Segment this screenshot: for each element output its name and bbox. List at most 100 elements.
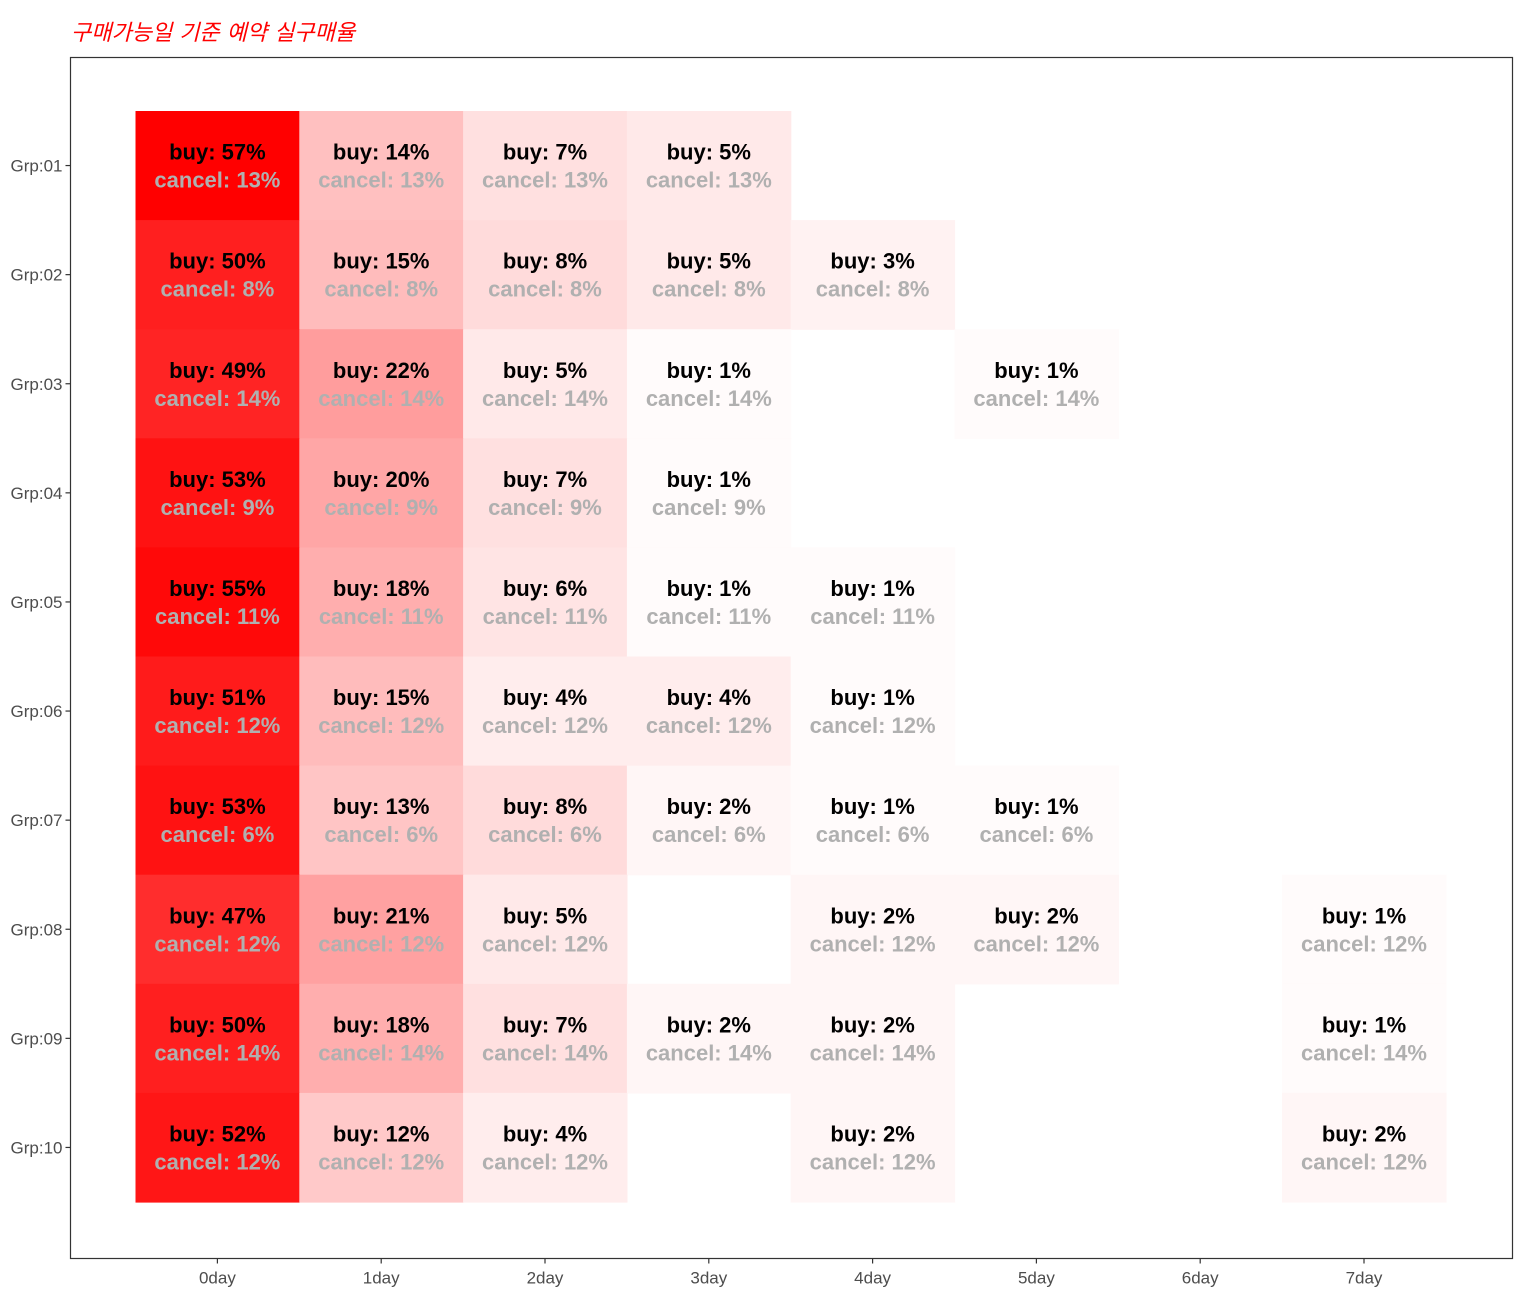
buy-label: buy: 1% — [994, 794, 1078, 819]
heatmap-cell — [299, 329, 464, 439]
y-tick-label: Grp:10 — [11, 1138, 63, 1157]
heatmap-cell — [135, 111, 300, 221]
buy-label: buy: 2% — [830, 1121, 914, 1146]
buy-label: buy: 55% — [169, 576, 266, 601]
cancel-label: cancel: 14% — [318, 386, 444, 411]
buy-label: buy: 47% — [169, 903, 266, 928]
buy-label: buy: 15% — [333, 685, 430, 710]
cancel-label: cancel: 12% — [973, 931, 1099, 956]
buy-label: buy: 22% — [333, 358, 430, 383]
heatmap-cell — [954, 874, 1119, 985]
buy-label: buy: 1% — [1322, 903, 1406, 928]
cancel-label: cancel: 6% — [816, 822, 930, 847]
cancel-label: cancel: 14% — [646, 386, 772, 411]
heatmap-cell — [626, 656, 792, 767]
heatmap-cell — [135, 656, 300, 767]
x-tick-label: 6day — [1182, 1269, 1219, 1288]
cancel-label: cancel: 14% — [646, 1040, 772, 1065]
cancel-label: cancel: 12% — [318, 1149, 444, 1174]
y-tick-label: Grp:06 — [11, 702, 63, 721]
cancel-label: cancel: 12% — [154, 931, 280, 956]
buy-label: buy: 6% — [503, 576, 587, 601]
buy-label: buy: 1% — [667, 576, 751, 601]
heatmap-cell — [626, 329, 792, 439]
buy-label: buy: 1% — [994, 358, 1078, 383]
cancel-label: cancel: 12% — [810, 1149, 936, 1174]
heatmap-cell — [463, 111, 628, 221]
cancel-label: cancel: 12% — [810, 713, 936, 738]
cancel-label: cancel: 9% — [161, 495, 275, 520]
heatmap-cell — [626, 111, 792, 221]
buy-label: buy: 5% — [667, 140, 751, 165]
cancel-label: cancel: 6% — [488, 822, 602, 847]
cancel-label: cancel: 12% — [318, 713, 444, 738]
heatmap-cell — [463, 1092, 628, 1203]
buy-label: buy: 18% — [333, 1012, 430, 1037]
cancel-label: cancel: 12% — [482, 931, 608, 956]
buy-label: buy: 50% — [169, 1012, 266, 1037]
cancel-label: cancel: 14% — [318, 1040, 444, 1065]
cancel-label: cancel: 12% — [1301, 931, 1427, 956]
buy-label: buy: 4% — [667, 685, 751, 710]
buy-label: buy: 2% — [667, 1012, 751, 1037]
cancel-label: cancel: 6% — [652, 822, 766, 847]
cancel-label: cancel: 13% — [318, 168, 444, 193]
cancel-label: cancel: 6% — [161, 822, 275, 847]
chart-title: 구매가능일 기준 예약 실구매율 — [71, 21, 357, 46]
buy-label: buy: 51% — [169, 685, 266, 710]
heatmap-cell — [135, 983, 300, 1094]
heatmap-cell — [135, 1092, 300, 1203]
cancel-label: cancel: 13% — [154, 168, 280, 193]
buy-label: buy: 14% — [333, 140, 430, 165]
buy-label: buy: 12% — [333, 1121, 430, 1146]
y-tick-label: Grp:08 — [11, 920, 63, 939]
buy-label: buy: 1% — [830, 794, 914, 819]
cancel-label: cancel: 14% — [810, 1040, 936, 1065]
heatmap-cell — [463, 874, 628, 985]
heatmap-cell — [463, 329, 628, 439]
x-tick-label: 7day — [1346, 1269, 1383, 1288]
heatmap-cell — [626, 438, 792, 548]
cancel-label: cancel: 8% — [652, 277, 766, 302]
heatmap-cell — [1282, 874, 1447, 985]
buy-label: buy: 18% — [333, 576, 430, 601]
heatmap-cell — [299, 765, 464, 876]
cancel-label: cancel: 13% — [482, 168, 608, 193]
heatmap-cell — [135, 438, 300, 548]
x-tick-label: 2day — [527, 1269, 564, 1288]
heatmap-cell — [463, 765, 628, 876]
cancel-label: cancel: 11% — [483, 604, 608, 629]
cancel-label: cancel: 6% — [980, 822, 1094, 847]
buy-label: buy: 7% — [503, 140, 587, 165]
cancel-label: cancel: 12% — [318, 931, 444, 956]
cancel-label: cancel: 12% — [646, 713, 772, 738]
buy-label: buy: 21% — [333, 903, 430, 928]
y-axis: Grp:01 Grp:02 Grp:03 Grp:04 Grp:05 Grp:06 Grp:… — [11, 157, 71, 1157]
cancel-label: cancel: 14% — [973, 386, 1099, 411]
y-tick-label: Grp:02 — [11, 266, 63, 285]
cancel-label: cancel: 12% — [482, 713, 608, 738]
buy-label: buy: 5% — [503, 358, 587, 383]
heatmap-cell — [299, 656, 464, 767]
heatmap-cell — [299, 983, 464, 1094]
heatmap-cell — [626, 765, 792, 876]
buy-label: buy: 49% — [169, 358, 266, 383]
heatmap-cell — [790, 874, 956, 985]
buy-label: buy: 53% — [169, 467, 266, 492]
cancel-label: cancel: 14% — [482, 1040, 608, 1065]
heatmap-cell — [790, 983, 956, 1094]
cancel-label: cancel: 8% — [161, 277, 275, 302]
buy-label: buy: 1% — [830, 576, 914, 601]
heatmap-cell — [1282, 1092, 1447, 1203]
y-tick-label: Grp:01 — [11, 157, 63, 176]
heatmap-cell — [790, 547, 956, 658]
cancel-label: cancel: 12% — [1301, 1149, 1427, 1174]
cancel-label: cancel: 12% — [154, 1149, 280, 1174]
heatmap-cell — [626, 983, 792, 1094]
buy-label: buy: 2% — [994, 903, 1078, 928]
buy-label: buy: 13% — [333, 794, 430, 819]
buy-label: buy: 50% — [169, 249, 266, 274]
heatmap-cell — [463, 983, 628, 1094]
cancel-label: cancel: 6% — [324, 822, 438, 847]
cancel-label: cancel: 12% — [482, 1149, 608, 1174]
